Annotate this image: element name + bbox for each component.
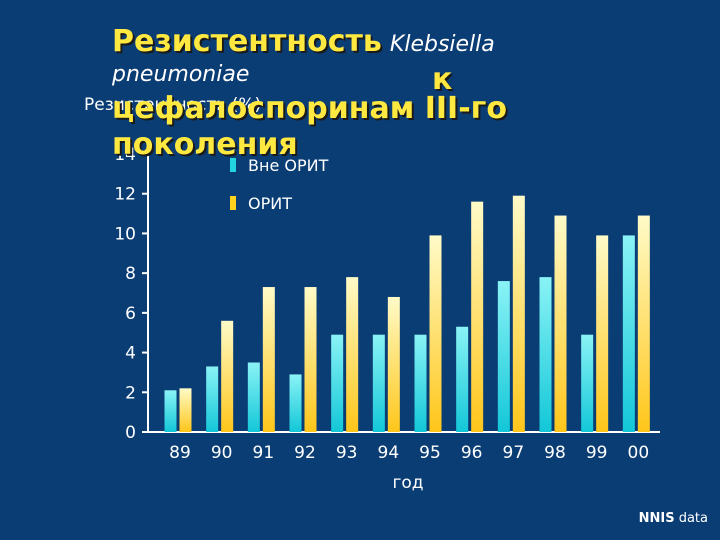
bar	[247, 362, 260, 432]
slide-title: Резистентность Klebsiella pneumoniae к це…	[112, 24, 672, 163]
legend-label: Вне ОРИТ	[248, 156, 329, 175]
bar	[206, 366, 219, 432]
bar	[539, 277, 552, 432]
legend-swatch	[230, 196, 236, 210]
bar	[179, 388, 192, 432]
x-tick-label: 90	[211, 443, 233, 463]
bar	[637, 215, 650, 432]
x-tick-label: 95	[419, 443, 441, 463]
y-tick-label: 14	[114, 145, 136, 165]
bar	[512, 195, 525, 432]
title-line3: цефалоспоринам III-го	[112, 91, 507, 126]
bar	[346, 277, 359, 432]
x-tick-label: 89	[169, 443, 191, 463]
title-k: к	[432, 62, 453, 97]
title-species: pneumoniae	[112, 62, 250, 87]
x-tick-label: 00	[628, 443, 650, 463]
y-tick-label: 12	[114, 185, 136, 205]
bar	[471, 201, 484, 432]
y-tick-label: 0	[125, 423, 136, 443]
bar	[554, 215, 567, 432]
y-tick-label: 6	[125, 304, 136, 324]
bar	[414, 334, 427, 432]
x-tick-label: 93	[336, 443, 358, 463]
bar	[456, 326, 469, 432]
source-rest: data	[674, 511, 708, 526]
title-bold-word: Резистентность	[112, 24, 382, 59]
bar	[262, 287, 275, 432]
title-line4: поколения	[112, 127, 298, 162]
x-tick-label: 92	[294, 443, 316, 463]
bar	[304, 287, 317, 432]
bar	[581, 334, 594, 432]
x-tick-label: 96	[461, 443, 483, 463]
y-tick-label: 8	[125, 264, 136, 284]
bar	[429, 235, 442, 432]
plot-area: 0 2 4 6 8 10 12 14 89 90 91 92 93 94 95 96 97 98 99 00 год Вн…	[114, 145, 660, 493]
x-tick-label: 97	[503, 443, 525, 463]
x-tick-label: 98	[544, 443, 566, 463]
x-tick-label: 91	[253, 443, 275, 463]
title-genus: Klebsiella	[389, 32, 495, 57]
bar	[387, 296, 400, 432]
bar	[331, 334, 344, 432]
y-tick-label: 4	[125, 344, 136, 364]
bar	[372, 334, 385, 432]
source-bold: NNIS	[638, 511, 675, 526]
y-tick-label: 2	[125, 383, 136, 403]
x-tick-label: 94	[378, 443, 400, 463]
source-note: NNIS data	[639, 511, 708, 526]
x-tick-label: 99	[586, 443, 608, 463]
bar	[289, 374, 302, 432]
bar	[164, 390, 177, 432]
bar	[622, 235, 635, 432]
bar	[221, 320, 234, 432]
y-axis-label: Резистентность (%)	[84, 95, 262, 115]
legend-label: ОРИТ	[248, 194, 292, 213]
legend-swatch	[230, 158, 236, 172]
x-axis-label: год	[392, 473, 423, 493]
bar	[596, 235, 609, 432]
bar	[497, 281, 510, 432]
y-tick-label: 10	[114, 224, 136, 244]
